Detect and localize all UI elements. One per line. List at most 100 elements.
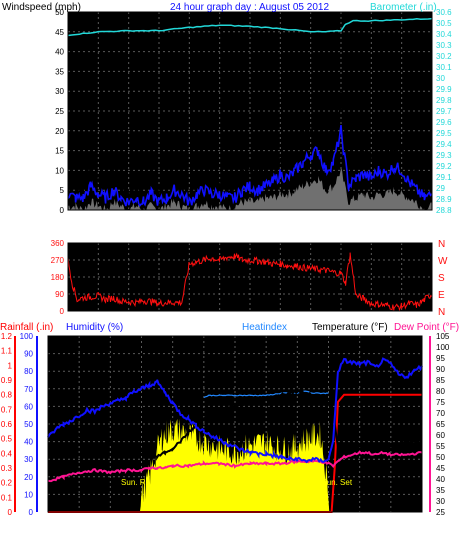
rainfall-tick-label: 0.7: [1, 405, 13, 414]
rainfall-tick-label: 0.2: [1, 479, 13, 488]
temperature-tick-label: 45: [436, 464, 445, 473]
barometer-tick-label: 29.5: [436, 129, 452, 138]
direction-tick-label: 0: [60, 307, 65, 316]
windspeed-tick-label: 0: [60, 206, 65, 215]
windspeed-tick-label: 30: [55, 87, 64, 96]
windspeed-tick-label: 15: [55, 147, 64, 156]
sunrise-label: Sun. Ri: [121, 478, 147, 487]
barometer-tick-label: 30.1: [436, 63, 452, 72]
sunset-label: Sun. Set: [321, 478, 352, 487]
heatindex-line: [203, 390, 329, 399]
compass-label: N: [438, 239, 445, 250]
humidity-tick-label: 90: [24, 350, 33, 359]
humidity-tick-label: 10: [24, 490, 33, 499]
compass-label: W: [438, 256, 448, 267]
windspeed-tick-label: 40: [55, 48, 64, 57]
rainfall-tick-label: 0: [8, 508, 13, 517]
wind-direction-line: [67, 252, 433, 312]
temperature-tick-label: 70: [436, 409, 445, 418]
barometer-tick-label: 29.2: [436, 162, 452, 171]
temperature-tick-label: 75: [436, 398, 445, 407]
humidity-line: [47, 357, 423, 464]
temp-x-tick-label: 2 AM: [57, 503, 76, 512]
compass-label: N: [438, 307, 445, 318]
temp-x-tick-label: 0 AM: [400, 503, 419, 512]
wind-gust-line: [67, 92, 433, 208]
temperature-tick-label: 100: [436, 343, 450, 352]
temperature-panel-frame: [47, 335, 423, 513]
rainfall-tick-label: 0.3: [1, 464, 13, 473]
humidity-tick-label: 100: [20, 332, 34, 341]
rainfall-tick-label: 0.5: [1, 435, 13, 444]
direction-tick-label: 90: [55, 290, 64, 299]
barometer-tick-label: 29.6: [436, 118, 452, 127]
wind-x-tick-label: 6 AM: [137, 201, 156, 210]
temperature-tick-label: 105: [436, 332, 450, 341]
temperature-axis-title: Temperature (°F): [312, 322, 388, 333]
barometer-tick-label: 29.3: [436, 151, 452, 160]
barometer-axis-title: Barometer (.in): [370, 2, 437, 13]
temperature-tick-label: 25: [436, 508, 445, 517]
temperature-line: [47, 386, 423, 461]
barometer-tick-label: 30.5: [436, 19, 452, 28]
temperature-tick-label: 85: [436, 376, 445, 385]
wind-panel-frame: [67, 11, 433, 211]
barometer-tick-label: 30.6: [436, 8, 452, 17]
temperature-tick-label: 35: [436, 486, 445, 495]
barometer-tick-label: 30.2: [436, 52, 452, 61]
temperature-tick-label: 95: [436, 354, 445, 363]
barometer-tick-label: 29.9: [436, 85, 452, 94]
humidity-tick-label: 80: [24, 367, 33, 376]
barometer-tick-label: 30: [436, 74, 445, 83]
temp-x-tick-label: 6 AM: [119, 503, 138, 512]
windspeed-tick-label: 45: [55, 28, 64, 37]
rainfall-axis-title: Rainfall (.in): [0, 322, 53, 333]
windspeed-tick-label: 5: [60, 186, 65, 195]
direction-tick-label: 270: [51, 256, 65, 265]
windspeed-axis-title: Windspeed (mph): [2, 2, 81, 13]
windspeed-tick-label: 50: [55, 8, 64, 17]
compass-label: S: [438, 273, 445, 284]
rainfall-tick-label: 1: [8, 361, 13, 370]
temperature-tick-label: 65: [436, 420, 445, 429]
windspeed-tick-label: 20: [55, 127, 64, 136]
rainfall-tick-label: 0.4: [1, 449, 13, 458]
barometer-tick-label: 29.8: [436, 96, 452, 105]
humidity-tick-label: 30: [24, 455, 33, 464]
direction-tick-label: 180: [51, 273, 65, 282]
barometer-tick-label: 30.3: [436, 41, 452, 50]
compass-label: E: [438, 290, 445, 301]
barometer-tick-label: 29.4: [436, 140, 452, 149]
barometer-tick-label: 29.7: [436, 107, 452, 116]
rainfall-tick-label: 0.9: [1, 376, 13, 385]
humidity-tick-label: 40: [24, 438, 33, 447]
dewpoint-line: [47, 450, 423, 483]
wind-x-tick-label: 0 AM: [410, 201, 429, 210]
windspeed-tick-label: 35: [55, 67, 64, 76]
temperature-tick-label: 50: [436, 453, 445, 462]
temperature-tick-label: 55: [436, 442, 445, 451]
barometer-tick-label: 29.1: [436, 173, 452, 182]
humidity-tick-label: 70: [24, 385, 33, 394]
humidity-tick-label: 20: [24, 473, 33, 482]
rainfall-tick-label: 0.6: [1, 420, 13, 429]
temperature-tick-label: 90: [436, 365, 445, 374]
temp-x-tick-label: 10 PM: [364, 503, 387, 512]
barometer-tick-label: 28.9: [436, 195, 452, 204]
barometer-tick-label: 28.8: [436, 206, 452, 215]
temperature-tick-label: 60: [436, 431, 445, 440]
temperature-tick-label: 40: [436, 475, 445, 484]
temp-x-tick-label: 8 PM: [337, 503, 356, 512]
humidity-axis-title: Humidity (%): [66, 322, 123, 333]
humidity-tick-label: 60: [24, 402, 33, 411]
wind-x-tick-label: 12 PM: [223, 201, 246, 210]
temperature-tick-label: 80: [436, 387, 445, 396]
chart-title: 24 hour graph day : August 05 2012: [170, 2, 329, 13]
rainfall-tick-label: 1.1: [1, 347, 13, 356]
direction-tick-label: 360: [51, 239, 65, 248]
rainfall-tick-label: 1.2: [1, 332, 13, 341]
temperature-tick-label: 30: [436, 497, 445, 506]
dewpoint-axis-title: Dew Point (°F): [394, 322, 459, 333]
